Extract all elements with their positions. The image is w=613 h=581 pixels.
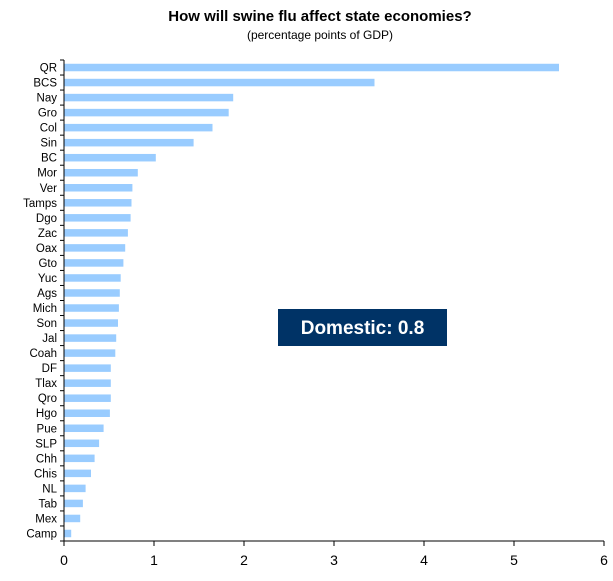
bar-tlax — [64, 379, 111, 387]
category-label-mor: Mor — [37, 168, 57, 180]
bar-mex — [64, 514, 81, 523]
bar-ver — [64, 184, 133, 192]
bar-col — [64, 123, 213, 132]
bar-jal — [64, 334, 117, 342]
category-label-mich: Mich — [33, 303, 57, 315]
chart-subtitle: (percentage points of GDP) — [247, 28, 393, 42]
category-label-df: DF — [42, 363, 57, 375]
bar-bc — [64, 153, 156, 162]
y-tick-group — [60, 59, 64, 542]
category-label-tamps: Tamps — [23, 198, 57, 210]
category-label-oax: Oax — [36, 243, 57, 255]
bar-sin — [64, 138, 194, 147]
bar-tamps — [64, 199, 132, 207]
x-tick-label-2: 2 — [240, 552, 248, 568]
category-label-sin: Sin — [40, 138, 57, 150]
bar-dgo — [64, 214, 131, 222]
annotation-box — [278, 309, 447, 346]
x-tick-label-4: 4 — [420, 552, 428, 568]
category-label-nl: NL — [42, 483, 57, 495]
category-label-tlax: Tlax — [35, 378, 57, 390]
category-label-jal: Jal — [42, 333, 57, 345]
bar-ags — [64, 289, 120, 297]
category-label-mex: Mex — [35, 513, 57, 525]
category-label-chh: Chh — [36, 453, 57, 465]
category-label-nay: Nay — [37, 93, 58, 105]
bar-chis — [64, 469, 91, 478]
bar-pue — [64, 424, 104, 433]
category-label-dgo: Dgo — [36, 213, 57, 225]
x-tick-label-5: 5 — [510, 552, 518, 568]
bar-df — [64, 364, 111, 372]
bar-slp — [64, 439, 100, 448]
category-label-col: Col — [40, 123, 57, 135]
category-label-chis: Chis — [34, 468, 57, 480]
category-labels: QR BCS Nay Gro Col Sin BC Mor Ver Tamps Dgo Zac Oax G… — [23, 63, 57, 541]
bar-oax — [64, 244, 126, 252]
category-label-ver: Ver — [40, 183, 57, 195]
category-label-bc: BC — [41, 153, 57, 165]
category-label-slp: SLP — [35, 438, 57, 450]
bar-gro — [64, 108, 229, 117]
category-label-pue: Pue — [37, 423, 57, 435]
category-label-coah: Coah — [30, 348, 58, 360]
category-label-son: Son — [37, 318, 57, 330]
bar-mor — [64, 168, 138, 177]
bar-mich — [64, 304, 119, 312]
annotation-text: Domestic: 0.8 — [301, 318, 425, 339]
category-label-gto: Gto — [38, 258, 57, 270]
category-label-camp: Camp — [26, 528, 57, 540]
category-label-gro: Gro — [38, 108, 57, 120]
category-label-zac: Zac — [38, 228, 57, 240]
bar-qro — [64, 394, 111, 402]
bar-nl — [64, 484, 86, 493]
x-tick-label-3: 3 — [330, 552, 338, 568]
bar-hgo — [64, 409, 110, 417]
bar-coah — [64, 349, 116, 357]
bar-group — [64, 63, 559, 538]
bar-gto — [64, 259, 124, 267]
bar-bcs — [64, 78, 375, 87]
bar-nay — [64, 93, 234, 102]
category-label-bcs: BCS — [33, 78, 57, 90]
x-tick-label-0: 0 — [60, 552, 68, 568]
bar-camp — [64, 529, 72, 538]
bar-chh — [64, 454, 95, 463]
x-tick-label-6: 6 — [600, 552, 608, 568]
category-label-hgo: Hgo — [36, 408, 57, 420]
x-tick-group: 0 1 2 3 4 5 6 — [60, 541, 608, 568]
x-tick-label-1: 1 — [150, 552, 158, 568]
category-label-yuc: Yuc — [38, 273, 57, 285]
category-label-tab: Tab — [38, 498, 57, 510]
bar-yuc — [64, 274, 121, 282]
annotation: Domestic: 0.8 — [278, 309, 447, 346]
bar-zac — [64, 229, 128, 237]
category-label-ags: Ags — [37, 288, 57, 300]
bar-son — [64, 319, 118, 327]
bar-qr — [64, 63, 559, 72]
category-label-qr: QR — [40, 63, 57, 75]
chart-title: How will swine flu affect state economie… — [168, 8, 471, 25]
bar-tab — [64, 499, 83, 508]
category-label-qro: Qro — [38, 393, 57, 405]
